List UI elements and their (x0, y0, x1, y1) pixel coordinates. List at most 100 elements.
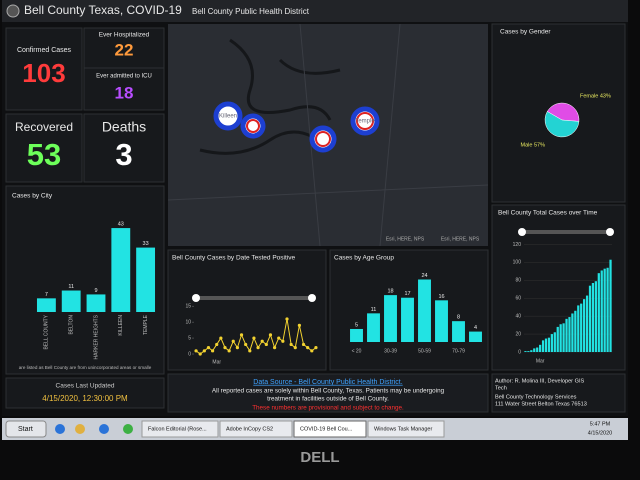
x-tick-label: KILLEEN (118, 315, 124, 336)
chart-note: are listed as Bell County are from uninc… (19, 365, 152, 370)
task-label: Adobe InCopy CS2 (226, 426, 273, 432)
pie-label: Male 57% (521, 142, 546, 148)
bar (562, 323, 565, 352)
task-button[interactable] (141, 420, 219, 438)
pie-label: Female 43% (580, 93, 611, 99)
attribution: Esri, HERE, NPS (441, 236, 480, 242)
stat-label: Ever Hospitalized (99, 32, 150, 39)
bar (530, 350, 533, 352)
title: Bell County Texas, COVID-19 (24, 3, 182, 17)
bar (452, 321, 465, 342)
bar (568, 317, 571, 352)
point (260, 339, 264, 343)
task-button[interactable] (367, 420, 445, 438)
bar (580, 303, 583, 352)
bar (136, 247, 156, 312)
app-icon[interactable] (123, 424, 133, 434)
x-tick-label: < 20 (352, 348, 362, 354)
clock-time: 5:47 PM (590, 421, 611, 427)
bar (603, 268, 606, 352)
app-icon[interactable] (75, 424, 85, 434)
value-label: 8 (457, 315, 460, 321)
bar (533, 348, 536, 352)
app-icon[interactable] (55, 424, 65, 434)
x-tick-label: Mar (212, 359, 221, 365)
bar (600, 270, 603, 352)
stat-label: Confirmed Cases (17, 47, 72, 54)
task-label: Windows Task Manager (374, 426, 432, 432)
bar (61, 290, 81, 312)
bar (544, 338, 548, 352)
panel (5, 377, 165, 409)
bar (597, 273, 600, 352)
task-button[interactable] (219, 420, 293, 438)
stat-label: Ever admitted to ICU (96, 74, 152, 80)
value-label: 43 (118, 222, 124, 228)
y-tick-label: 5 (188, 335, 191, 341)
slider-handle[interactable] (308, 294, 316, 302)
value-label: 7 (45, 292, 48, 298)
point (231, 339, 235, 343)
panel (167, 249, 327, 371)
y-tick-label: 10 (185, 319, 191, 325)
point (215, 342, 219, 347)
source-link[interactable]: Data Source - Bell County Public Health … (253, 379, 402, 386)
panel (83, 27, 165, 69)
bar (111, 228, 131, 312)
x-tick-label: TEMPLE (143, 314, 149, 335)
stat-value: 103 (22, 58, 65, 88)
point (239, 333, 244, 337)
chart-title: Cases by City (12, 193, 53, 200)
author-line: Author: R. Molina III, Developer GIS (495, 378, 584, 384)
stat-value: 18 (115, 83, 134, 102)
point (219, 336, 223, 340)
bar (350, 328, 363, 342)
task-label: COVID-19 Bell Cou... (300, 426, 353, 432)
author-line: 111 Water Street Belton Texas 76513 (495, 401, 587, 407)
slider-handle[interactable] (192, 294, 200, 302)
attribution: Esri, HERE, NPS (386, 236, 425, 242)
point (314, 346, 318, 350)
point (301, 342, 306, 347)
slider-handle[interactable] (606, 228, 614, 236)
bar (594, 281, 597, 352)
bar (524, 351, 527, 352)
slider-handle[interactable] (518, 228, 526, 236)
value-label: 16 (438, 294, 444, 300)
bar (591, 283, 595, 352)
marker[interactable] (240, 113, 266, 139)
value-label: 11 (371, 307, 377, 313)
panel (491, 373, 626, 413)
y-tick-label: 15 (185, 304, 191, 310)
y-tick-label: 120 (513, 242, 522, 248)
header-bar (2, 0, 628, 22)
y-tick-label: 20 (515, 331, 521, 337)
y-tick-label: 40 (515, 313, 521, 319)
y-tick-label: 80 (515, 278, 521, 284)
slider[interactable] (522, 230, 610, 234)
x-tick-label: BELTON (69, 315, 75, 335)
marker[interactable] (213, 101, 243, 131)
y-tick-label: 0 (188, 351, 191, 357)
point (306, 346, 310, 350)
app-icon[interactable] (99, 424, 109, 434)
task-button[interactable] (293, 420, 367, 438)
slider[interactable] (196, 296, 312, 300)
bar (418, 279, 431, 342)
point (202, 349, 206, 353)
bar (574, 310, 577, 352)
start-button[interactable] (5, 420, 47, 438)
bar (367, 313, 380, 342)
bar (588, 285, 592, 352)
value-label: 33 (143, 241, 149, 247)
bar (86, 294, 106, 312)
point (211, 349, 215, 353)
bar (583, 299, 586, 352)
chart-title: Cases by Age Group (334, 255, 394, 262)
bar (550, 334, 553, 352)
panel (5, 27, 83, 111)
source-text: All reported cases are solely within Bel… (212, 388, 445, 395)
pie-slice (546, 102, 580, 122)
stat-value: 53 (27, 137, 61, 172)
bar (527, 351, 530, 352)
